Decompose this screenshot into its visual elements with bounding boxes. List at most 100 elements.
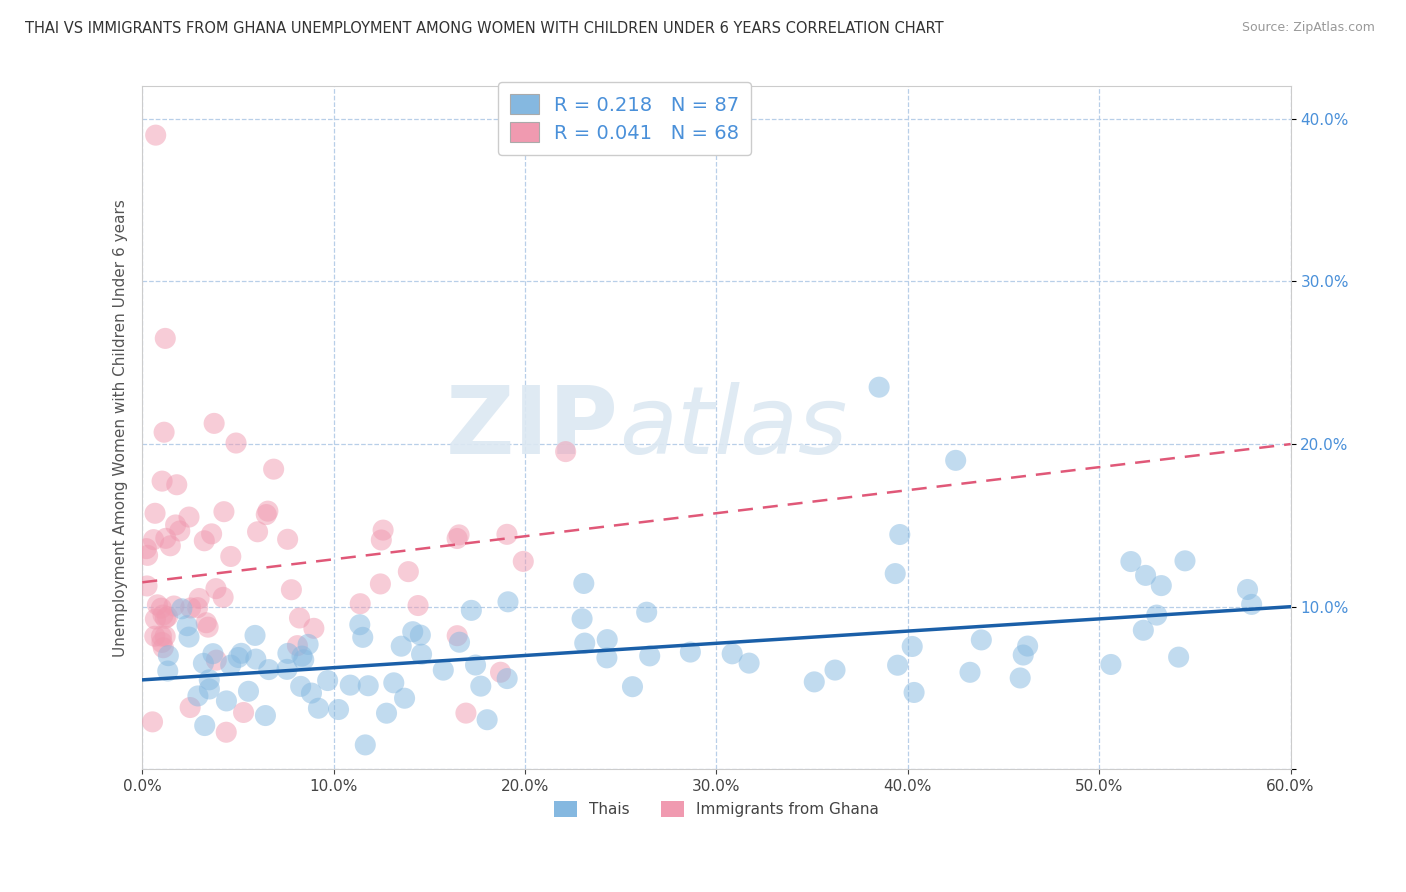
Point: [449, 635, 471, 649]
Point: [198, 681, 221, 696]
Point: [155, 611, 177, 625]
Point: [406, 599, 429, 613]
Point: [277, 646, 299, 660]
Point: [292, 653, 315, 667]
Point: [212, 591, 235, 605]
Point: [945, 453, 967, 467]
Point: [432, 663, 454, 677]
Point: [195, 615, 218, 630]
Point: [177, 510, 200, 524]
Point: [959, 665, 981, 680]
Point: [357, 679, 380, 693]
Point: [153, 629, 176, 643]
Point: [231, 646, 253, 660]
Point: [1146, 608, 1168, 623]
Point: [225, 436, 247, 450]
Point: [512, 554, 534, 568]
Point: [170, 601, 193, 615]
Point: [150, 601, 173, 615]
Point: [316, 673, 339, 688]
Point: [163, 599, 186, 613]
Legend: Thais, Immigrants from Ghana: Thais, Immigrants from Ghana: [548, 795, 884, 823]
Point: [409, 628, 432, 642]
Point: [446, 532, 468, 546]
Point: [402, 624, 425, 639]
Point: [165, 517, 187, 532]
Point: [187, 689, 209, 703]
Point: [135, 541, 157, 556]
Point: [180, 601, 202, 615]
Point: [328, 702, 350, 716]
Point: [155, 532, 177, 546]
Point: [152, 607, 174, 622]
Point: [1135, 568, 1157, 582]
Point: [287, 639, 309, 653]
Point: [1119, 555, 1142, 569]
Point: [176, 618, 198, 632]
Point: [382, 676, 405, 690]
Point: [215, 694, 238, 708]
Point: [738, 656, 761, 670]
Point: [884, 566, 907, 581]
Point: [193, 657, 215, 671]
Point: [339, 678, 361, 692]
Point: [394, 691, 416, 706]
Point: [297, 637, 319, 651]
Text: THAI VS IMMIGRANTS FROM GHANA UNEMPLOYMENT AMONG WOMEN WITH CHILDREN UNDER 6 YEA: THAI VS IMMIGRANTS FROM GHANA UNEMPLOYME…: [25, 21, 943, 37]
Point: [288, 611, 311, 625]
Point: [156, 609, 179, 624]
Point: [232, 706, 254, 720]
Point: [198, 673, 221, 687]
Point: [205, 582, 228, 596]
Point: [187, 600, 209, 615]
Point: [257, 663, 280, 677]
Point: [354, 738, 377, 752]
Point: [153, 425, 176, 440]
Point: [179, 700, 201, 714]
Text: Source: ZipAtlas.com: Source: ZipAtlas.com: [1241, 21, 1375, 35]
Point: [1150, 578, 1173, 592]
Point: [201, 527, 224, 541]
Point: [1167, 650, 1189, 665]
Point: [202, 417, 225, 431]
Point: [371, 523, 394, 537]
Point: [574, 636, 596, 650]
Point: [145, 612, 167, 626]
Point: [169, 524, 191, 538]
Point: [215, 725, 238, 739]
Point: [375, 706, 398, 721]
Point: [246, 524, 269, 539]
Point: [460, 603, 482, 617]
Point: [301, 686, 323, 700]
Point: [145, 128, 167, 143]
Point: [901, 640, 924, 654]
Point: [188, 591, 211, 606]
Point: [1017, 639, 1039, 653]
Point: [263, 462, 285, 476]
Point: [496, 595, 519, 609]
Point: [1010, 671, 1032, 685]
Point: [146, 598, 169, 612]
Point: [155, 331, 177, 345]
Point: [389, 639, 412, 653]
Text: atlas: atlas: [619, 383, 846, 474]
Point: [1099, 657, 1122, 672]
Y-axis label: Unemployment Among Women with Children Under 6 years: Unemployment Among Women with Children U…: [114, 199, 128, 657]
Point: [868, 380, 890, 394]
Point: [496, 527, 519, 541]
Point: [352, 631, 374, 645]
Point: [370, 577, 392, 591]
Point: [489, 665, 512, 680]
Point: [302, 621, 325, 635]
Point: [238, 684, 260, 698]
Point: [150, 629, 173, 643]
Point: [142, 533, 165, 547]
Point: [193, 533, 215, 548]
Point: [886, 658, 908, 673]
Point: [621, 680, 644, 694]
Point: [596, 651, 619, 665]
Point: [212, 505, 235, 519]
Point: [219, 549, 242, 564]
Point: [291, 649, 314, 664]
Point: [141, 714, 163, 729]
